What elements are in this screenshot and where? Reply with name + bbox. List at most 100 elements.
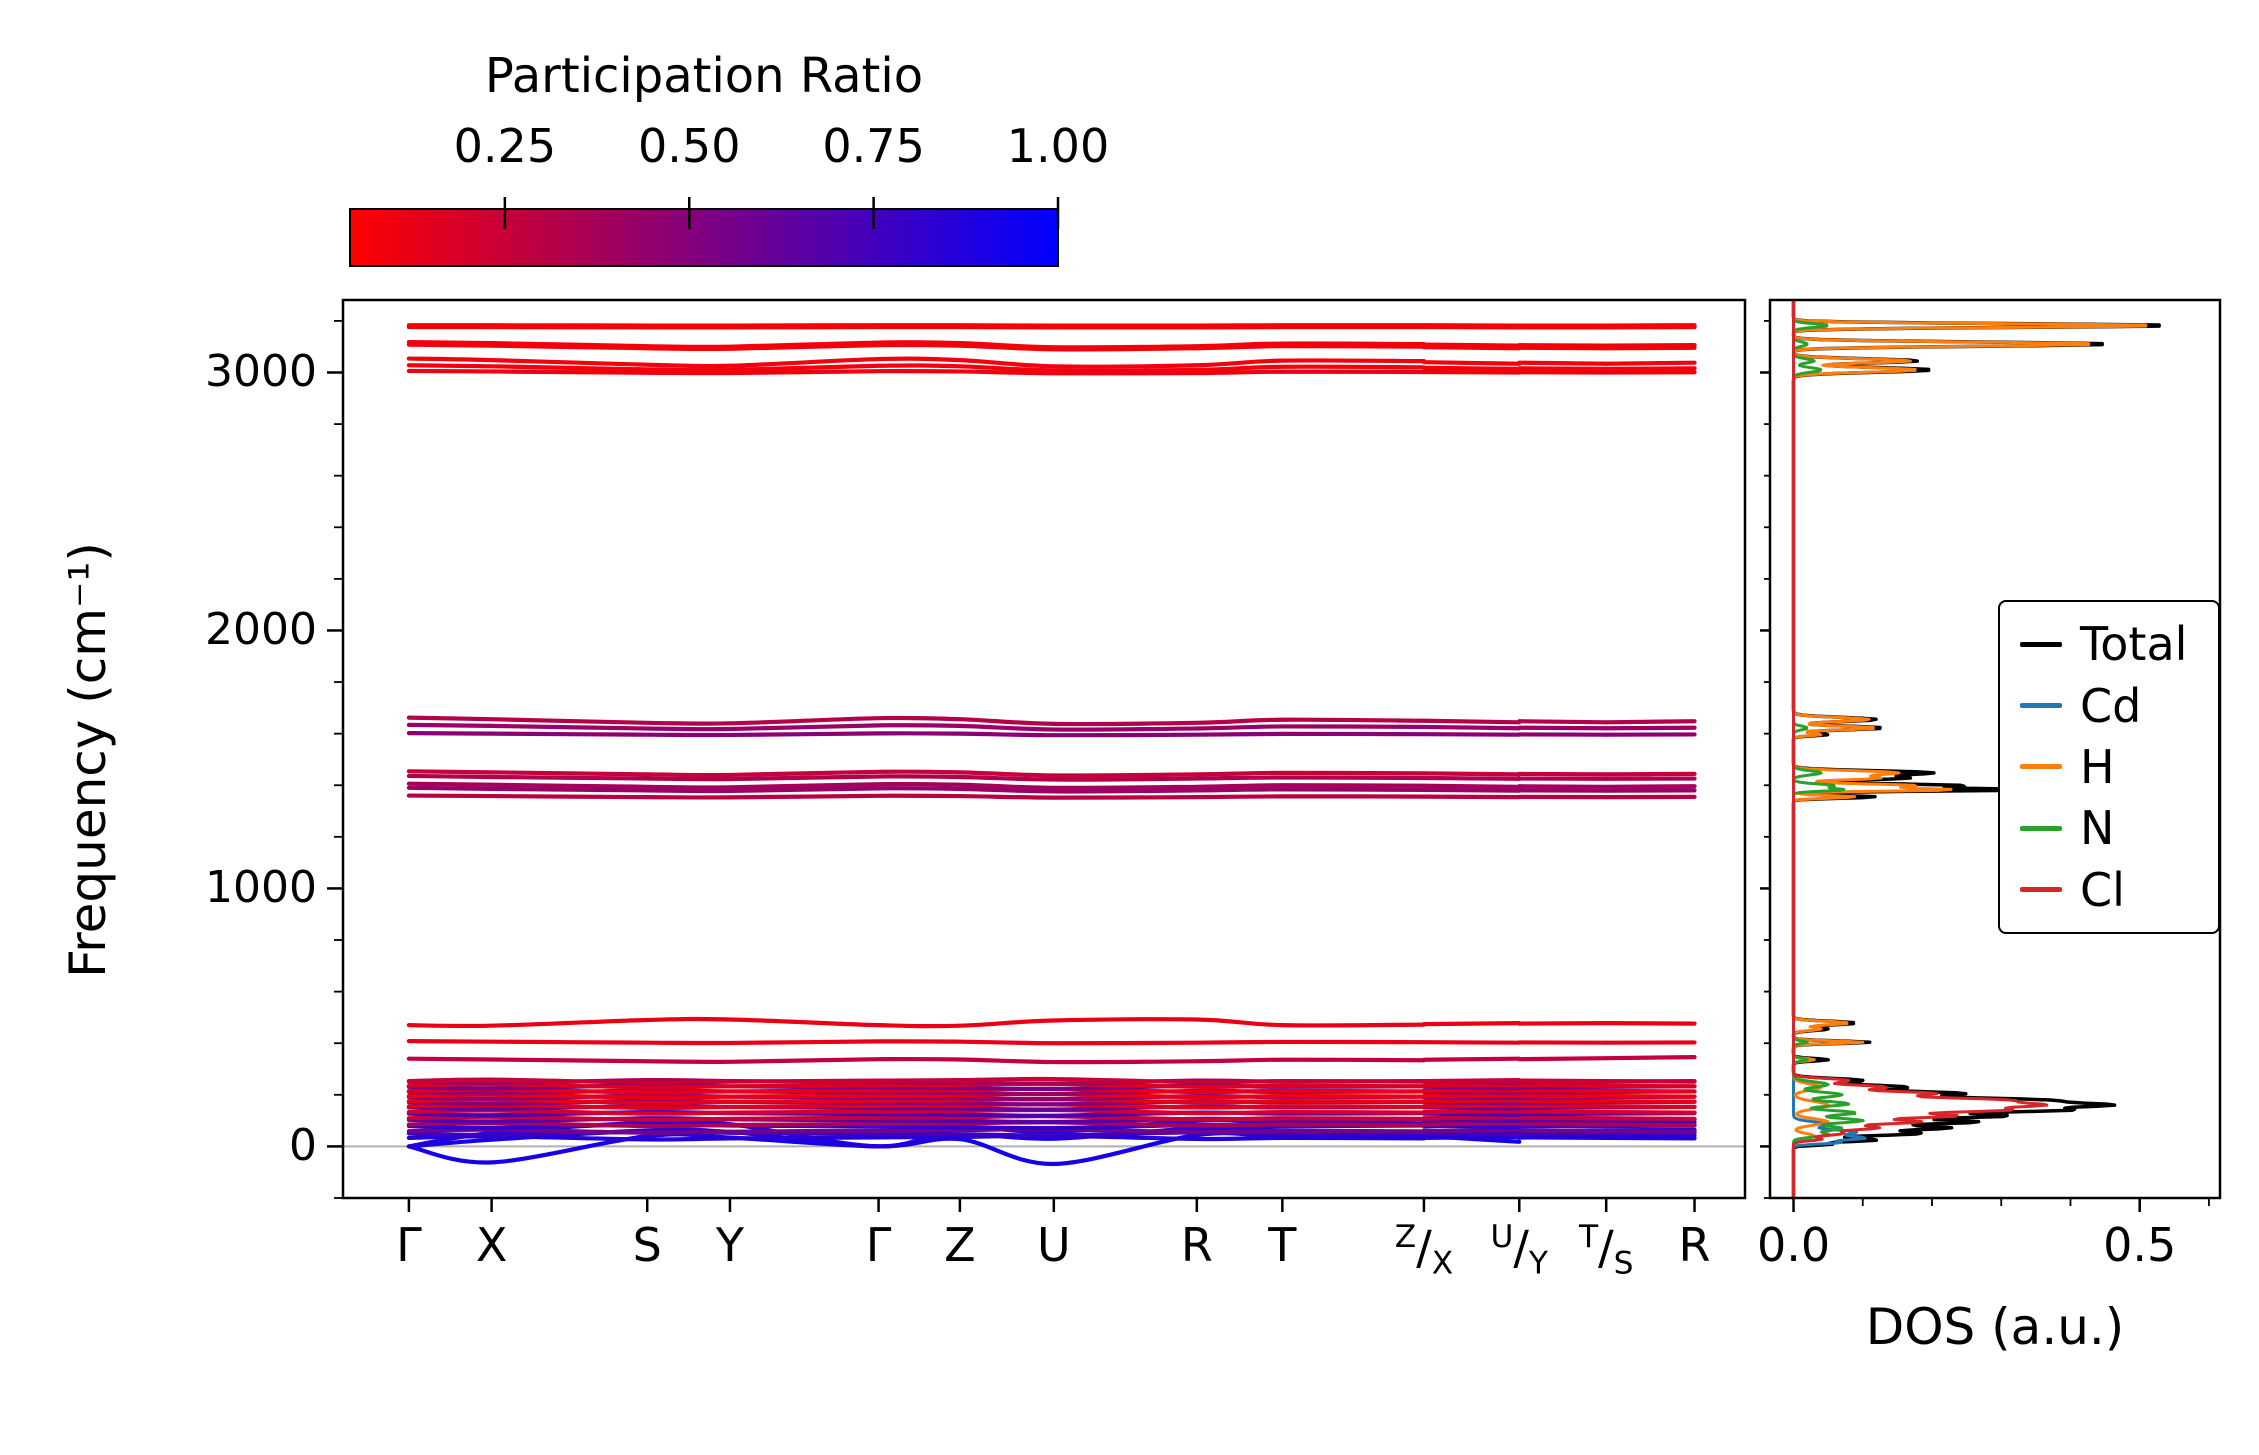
phonon-band: [406, 781, 1427, 790]
phonon-band: [406, 1016, 1427, 1029]
phonon-band: [406, 715, 1427, 727]
phonon-band: [1421, 787, 1522, 793]
phonon-band: [1517, 1115, 1609, 1121]
phonon-band: [406, 342, 1427, 352]
phonon-band: [1421, 1131, 1522, 1137]
phonon-band: [406, 1086, 1427, 1095]
dos-panel-frame: [1768, 298, 2222, 1200]
phonon-band: [1421, 771, 1522, 777]
phonon-band: [406, 1114, 1427, 1122]
phonon-band: [406, 793, 1427, 800]
phonon-band: [1604, 360, 1697, 366]
dos-plot-area: [1791, 300, 2161, 1198]
phonon-band: [1421, 718, 1522, 725]
phonon-band: [1421, 369, 1522, 375]
phonon-band: [1517, 345, 1609, 351]
phonon-band: [1421, 783, 1522, 789]
phonon-band: [1421, 794, 1522, 800]
legend-line-swatch: [2020, 641, 2062, 647]
phonon-band: [1421, 365, 1522, 371]
phonon-band: [1604, 1099, 1697, 1104]
phonon-band: [1604, 1110, 1697, 1115]
phonon-band: [1421, 1121, 1522, 1127]
phonon-band: [1604, 1079, 1697, 1084]
phonon-band: [1604, 719, 1697, 725]
dos-curve-cl: [1792, 300, 2049, 1198]
legend-label: N: [2080, 801, 2115, 856]
phonon-band: [406, 1120, 1427, 1129]
legend-item-cl: Cl: [2020, 863, 2198, 917]
phonon-band: [1517, 1021, 1609, 1026]
phonon-band: [1517, 1056, 1609, 1062]
legend-line-swatch: [2020, 887, 2062, 893]
phonon-band: [1604, 1129, 1697, 1134]
phonon-band: [1604, 784, 1697, 789]
dos-x-axis-label: DOS (a.u.): [1865, 1298, 2125, 1356]
phonon-band: [406, 1102, 1427, 1111]
legend-item-h: H: [2020, 740, 2198, 794]
phonon-band: [406, 1076, 1427, 1085]
legend-label: Cl: [2080, 862, 2125, 917]
phonon-band: [1604, 1088, 1697, 1094]
phonon-band: [1604, 1135, 1697, 1141]
phonon-band: [1421, 1108, 1522, 1115]
phonon-band: [1517, 360, 1609, 366]
phonon-band: [1421, 1128, 1522, 1134]
phonon-band: [406, 731, 1427, 738]
phonon-band: [1421, 342, 1522, 348]
phonon-band: [406, 1081, 1427, 1090]
phonon-band: [1421, 1087, 1522, 1094]
y-axis-label: Frequency (cm⁻¹): [59, 542, 117, 978]
phonon-band: [1517, 1098, 1609, 1104]
phonon-band: [406, 785, 1427, 794]
dos-legend: Total Cd H N Cl: [1998, 600, 2220, 934]
phonon-band: [1421, 1134, 1522, 1140]
phonon-band: [406, 1091, 1427, 1100]
band-panel-frame: [341, 298, 1747, 1200]
phonon-band: [1421, 1078, 1522, 1084]
phonon-band: [1517, 1109, 1609, 1115]
legend-line-swatch: [2020, 703, 2062, 709]
phonon-band: [1604, 725, 1697, 731]
phonon-band: [1517, 771, 1609, 777]
phonon-band: [1604, 366, 1697, 371]
phonon-band: [1517, 1103, 1609, 1109]
phonon-band: [1604, 1116, 1697, 1121]
phonon-band: [1517, 719, 1609, 725]
phonon-band: [1421, 1098, 1522, 1104]
phonon-band: [1421, 1021, 1522, 1027]
legend-item-total: Total: [2020, 617, 2198, 671]
phonon-band: [1604, 771, 1697, 777]
band-plot-area: [343, 323, 1745, 1167]
phonon-band: [1421, 1082, 1522, 1088]
phonon-band: [406, 368, 1427, 376]
legend-label: Cd: [2080, 678, 2142, 733]
phonon-band: [406, 363, 1427, 373]
phonon-band: [1517, 1093, 1609, 1099]
phonon-band: [406, 1126, 1427, 1135]
phonon-band: [406, 1039, 1427, 1046]
phonon-band: [406, 339, 1427, 350]
phonon-band: [1517, 725, 1609, 731]
phonon-band: [406, 1056, 1427, 1065]
legend-item-cd: Cd: [2020, 679, 2198, 733]
phonon-band: [1517, 1128, 1609, 1134]
phonon-band: [406, 1107, 1427, 1116]
phonon-band: [406, 1133, 1427, 1142]
phonon-band: [406, 1097, 1427, 1105]
phonon-band: [1604, 1122, 1697, 1128]
phonon-band: [1421, 1092, 1522, 1099]
legend-label: H: [2080, 739, 2115, 794]
phonon-band: [1421, 1115, 1522, 1121]
phonon-band: [406, 722, 1427, 732]
phonon-band: [1604, 1094, 1697, 1099]
phonon-band: [1517, 1078, 1609, 1084]
phonon-band: [1604, 345, 1697, 351]
phonon-band: [1604, 1055, 1697, 1061]
phonon-band: [1517, 1131, 1609, 1136]
phonon-band: [1604, 1083, 1697, 1089]
phonon-band: [1517, 1083, 1609, 1088]
phonon-band: [1604, 1021, 1697, 1026]
phonon-band: [1421, 1040, 1522, 1045]
phonon-band: [1517, 343, 1609, 348]
